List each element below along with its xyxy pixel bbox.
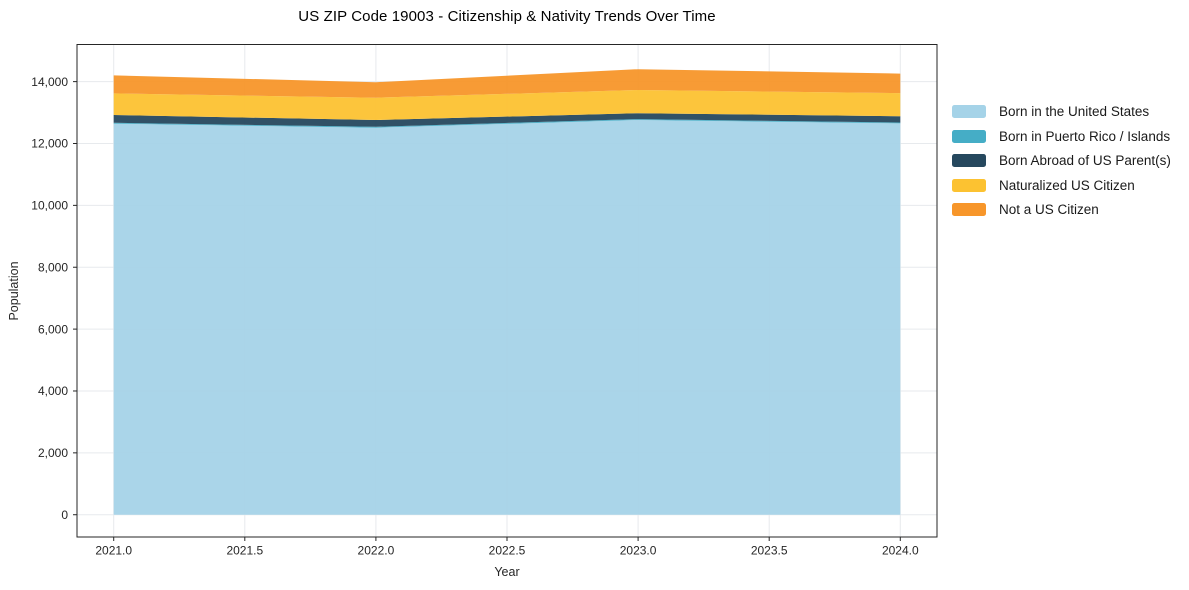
legend-item: Born in the United States [952,104,1171,119]
area-series-2 [113,113,901,127]
x-tick-label: 2021.5 [226,544,263,558]
x-tick-label: 2023.0 [620,544,657,558]
x-axis-label: Year [494,565,520,579]
legend-label: Naturalized US Citizen [999,177,1135,193]
y-tick-label: 2,000 [38,446,68,460]
chart-title: US ZIP Code 19003 - Citizenship & Nativi… [298,8,716,25]
x-tick-label: 2021.0 [95,544,132,558]
legend: Born in the United States Born in Puerto … [952,104,1171,217]
legend-item: Naturalized US Citizen [952,178,1171,193]
legend-item: Not a US Citizen [952,202,1171,217]
legend-label: Born Abroad of US Parent(s) [999,153,1171,168]
area-series-0 [113,120,901,515]
y-tick-label: 10,000 [31,199,68,213]
y-tick-label: 12,000 [31,137,68,151]
y-tick-label: 14,000 [31,75,68,89]
y-tick-label: 0 [61,508,68,522]
legend-item: Born Abroad of US Parent(s) [952,153,1171,168]
y-tick-label: 6,000 [38,322,68,336]
x-tick-label: 2022.0 [358,544,395,558]
area-series-4 [113,69,901,98]
legend-label: Born in the United States [999,104,1150,119]
area-series-3 [113,90,901,120]
legend-swatch [952,105,986,118]
legend-label: Not a US Citizen [999,202,1099,217]
x-tick-label: 2024.0 [882,544,919,558]
legend-swatch [952,178,986,192]
legend-swatch [952,129,986,143]
x-tick-label: 2023.5 [751,544,788,558]
area-series-1 [113,119,901,128]
legend-label: Born in Puerto Rico / Islands [999,128,1171,144]
y-tick-label: 4,000 [38,384,68,398]
legend-item: Born in Puerto Rico / Islands [952,129,1171,144]
y-tick-label: 8,000 [38,260,68,274]
x-tick-label: 2022.5 [489,544,526,558]
legend-swatch [952,154,986,167]
legend-swatch [952,203,986,216]
y-axis-label: Population [7,261,21,321]
